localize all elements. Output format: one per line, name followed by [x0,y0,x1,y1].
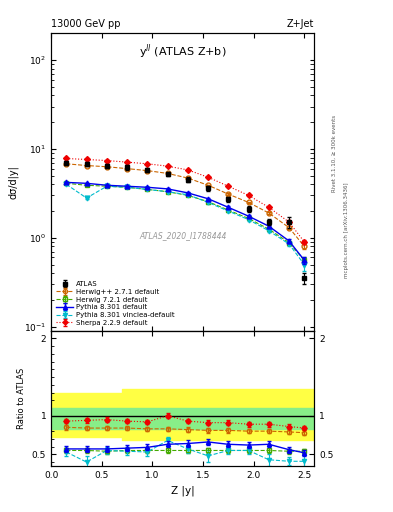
Text: y$^{ll}$ (ATLAS Z+b): y$^{ll}$ (ATLAS Z+b) [139,42,226,61]
Text: Rivet 3.1.10, ≥ 300k events: Rivet 3.1.10, ≥ 300k events [332,115,337,192]
Y-axis label: dσ/d|y|: dσ/d|y| [8,165,18,199]
Text: 13000 GeV pp: 13000 GeV pp [51,19,121,29]
Y-axis label: Ratio to ATLAS: Ratio to ATLAS [17,368,26,429]
Legend: ATLAS, Herwig++ 2.7.1 default, Herwig 7.2.1 default, Pythia 8.301 default, Pythi: ATLAS, Herwig++ 2.7.1 default, Herwig 7.… [55,280,176,327]
Text: mcplots.cern.ch [arXiv:1306.3436]: mcplots.cern.ch [arXiv:1306.3436] [344,183,349,278]
X-axis label: Z |y|: Z |y| [171,485,195,496]
Text: Z+Jet: Z+Jet [287,19,314,29]
Text: ATLAS_2020_I1788444: ATLAS_2020_I1788444 [139,231,226,240]
